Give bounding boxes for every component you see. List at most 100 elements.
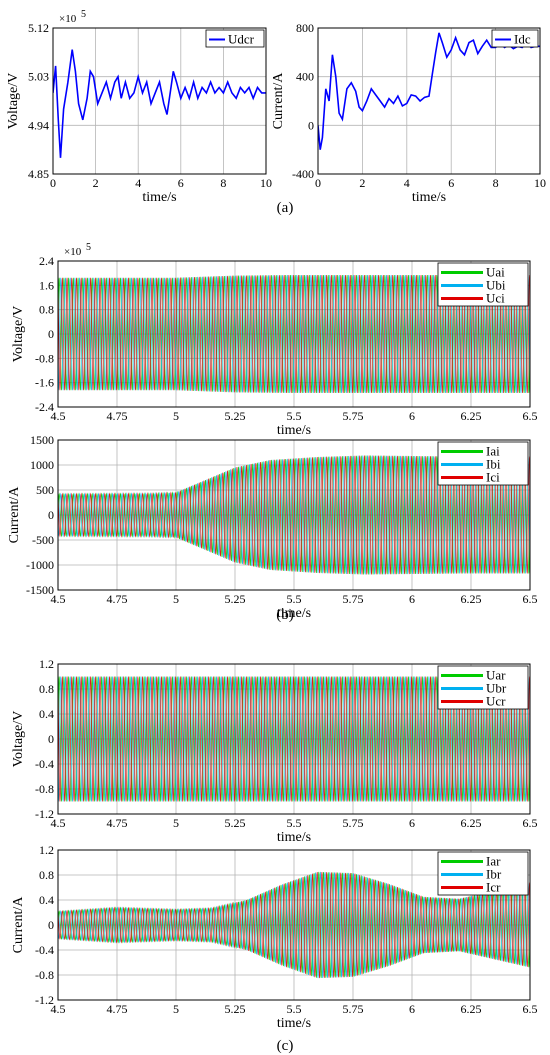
- x-tick-label: 4.75: [107, 409, 128, 423]
- axis-multiplier: ×10: [64, 246, 82, 258]
- x-tick-label: 4: [404, 176, 410, 190]
- legend-label-Iai: Iai: [486, 444, 500, 459]
- y-tick-label: 1.6: [39, 278, 54, 292]
- y-tick-label: -2.4: [35, 400, 54, 414]
- series-wave-Ubi: [58, 274, 530, 394]
- y-tick-label: -500: [32, 533, 54, 547]
- y-tick-label: 500: [36, 483, 54, 497]
- x-tick-label: 0: [50, 176, 56, 190]
- plot-data: [58, 871, 530, 979]
- x-axis-label: time/s: [277, 1016, 311, 1031]
- axis-multiplier-exponent: 5: [86, 242, 91, 253]
- x-tick-label: 6: [409, 592, 415, 606]
- y-tick-label: 1.2: [39, 657, 54, 671]
- chart-b1: 4.5 4.75 5 5.25 5.5 5.75 6 6.25 6.5 -2.4 -1.6 -0.8 0…: [11, 242, 538, 438]
- x-tick-label: 6.5: [523, 592, 538, 606]
- legend-label-Uci: Uci: [486, 291, 505, 306]
- x-tick-label: 5.25: [225, 409, 246, 423]
- y-tick-label: 0: [48, 508, 54, 522]
- series-wave-Ucr: [58, 676, 530, 802]
- chart-b2: 4.5 4.75 5 5.25 5.5 5.75 6 6.25 6.5 -1500 -1000 -50…: [7, 433, 538, 621]
- axis-multiplier: ×10: [59, 13, 77, 25]
- plot-data: [53, 49, 266, 158]
- x-tick-label: 5.75: [343, 409, 364, 423]
- chart-c2: 4.5 4.75 5 5.25 5.5 5.75 6 6.25 6.5 -1.2 -0.8 -0.4 0…: [11, 843, 538, 1031]
- y-axis-label: Voltage/V: [11, 711, 26, 768]
- y-tick-label: -0.4: [35, 757, 54, 771]
- x-tick-label: 5.75: [343, 592, 364, 606]
- series-line-Udcr: [53, 49, 266, 158]
- y-axis-label: Voltage/V: [6, 73, 21, 130]
- y-tick-label: 0.4: [39, 707, 54, 721]
- x-tick-label: 4.75: [107, 592, 128, 606]
- y-tick-label: -0.8: [35, 968, 54, 982]
- x-tick-label: 6.5: [523, 816, 538, 830]
- x-tick-label: 5.75: [343, 816, 364, 830]
- y-tick-label: 0: [48, 918, 54, 932]
- series-wave-Ibi: [58, 455, 530, 575]
- y-tick-label: 0: [48, 732, 54, 746]
- y-tick-label: 0.4: [39, 893, 54, 907]
- y-tick-label: 5.03: [28, 70, 49, 84]
- x-axis-label: time/s: [142, 190, 176, 205]
- x-tick-label: 6.5: [523, 1002, 538, 1016]
- x-tick-label: 5.25: [225, 816, 246, 830]
- y-tick-label: -1000: [26, 558, 54, 572]
- plot-frame: [57, 849, 531, 1001]
- y-tick-label: -1.2: [35, 807, 54, 821]
- y-axis-label: Voltage/V: [11, 306, 26, 363]
- x-tick-label: 4.75: [107, 816, 128, 830]
- legend-label-Uar: Uar: [486, 668, 506, 683]
- y-tick-label: -1.2: [35, 993, 54, 1007]
- y-tick-label: -0.4: [35, 943, 54, 957]
- legend-box: [491, 29, 539, 48]
- legend-label-Ibi: Ibi: [486, 457, 501, 472]
- chart-a1: 0 2 4 6 8 10 4.85 4.94 5.03 5.12 Udcr time/s Voltage…: [6, 9, 272, 205]
- x-tick-label: 5: [173, 816, 179, 830]
- x-tick-label: 10: [260, 176, 272, 190]
- x-tick-label: 2: [93, 176, 99, 190]
- plot-frame: [57, 663, 531, 815]
- plot-frame: [57, 260, 531, 408]
- x-tick-label: 6.25: [461, 592, 482, 606]
- legend-label-Udcr: Udcr: [228, 32, 255, 47]
- y-axis-label: Current/A: [11, 896, 26, 954]
- panel-label-b: (b): [276, 607, 294, 623]
- x-tick-label: 8: [220, 176, 226, 190]
- x-tick-label: 6: [178, 176, 184, 190]
- x-tick-label: 4.75: [107, 1002, 128, 1016]
- y-tick-label: -0.8: [35, 351, 54, 365]
- x-tick-label: 5.25: [225, 592, 246, 606]
- y-tick-label: 1500: [30, 433, 54, 447]
- legend-label-Iar: Iar: [486, 854, 501, 869]
- x-tick-label: 5: [173, 592, 179, 606]
- x-tick-label: 5.5: [287, 409, 302, 423]
- x-tick-label: 5.25: [225, 1002, 246, 1016]
- x-tick-label: 10: [534, 176, 546, 190]
- y-tick-label: -400: [292, 167, 314, 181]
- y-tick-label: 2.4: [39, 254, 54, 268]
- x-tick-label: 4.5: [51, 592, 66, 606]
- y-tick-label: 4.94: [28, 118, 49, 132]
- legend-label-Ici: Ici: [486, 470, 500, 485]
- x-tick-label: 4.5: [51, 1002, 66, 1016]
- y-axis-label: Current/A: [7, 486, 22, 544]
- plot-frame: [52, 27, 267, 175]
- y-tick-label: 0: [308, 118, 314, 132]
- panel-label-c: (c): [277, 1038, 294, 1054]
- legend-label-Icr: Icr: [486, 880, 501, 895]
- y-tick-label: 0.8: [39, 303, 54, 317]
- y-tick-label: 0.8: [39, 682, 54, 696]
- x-tick-label: 5.5: [287, 1002, 302, 1016]
- series-wave-Uci: [58, 274, 530, 394]
- chart-c1: 4.5 4.75 5 5.25 5.5 5.75 6 6.25 6.5 -1.2 -0.8 -0.4 0…: [11, 657, 538, 845]
- x-tick-label: 8: [493, 176, 499, 190]
- x-tick-label: 4.5: [51, 816, 66, 830]
- x-tick-label: 6.5: [523, 409, 538, 423]
- legend-label-Ucr: Ucr: [486, 694, 506, 709]
- x-tick-label: 5.5: [287, 592, 302, 606]
- legend-label-Ubi: Ubi: [486, 278, 506, 293]
- series-wave-Ibr: [58, 871, 530, 979]
- x-tick-label: 5.75: [343, 1002, 364, 1016]
